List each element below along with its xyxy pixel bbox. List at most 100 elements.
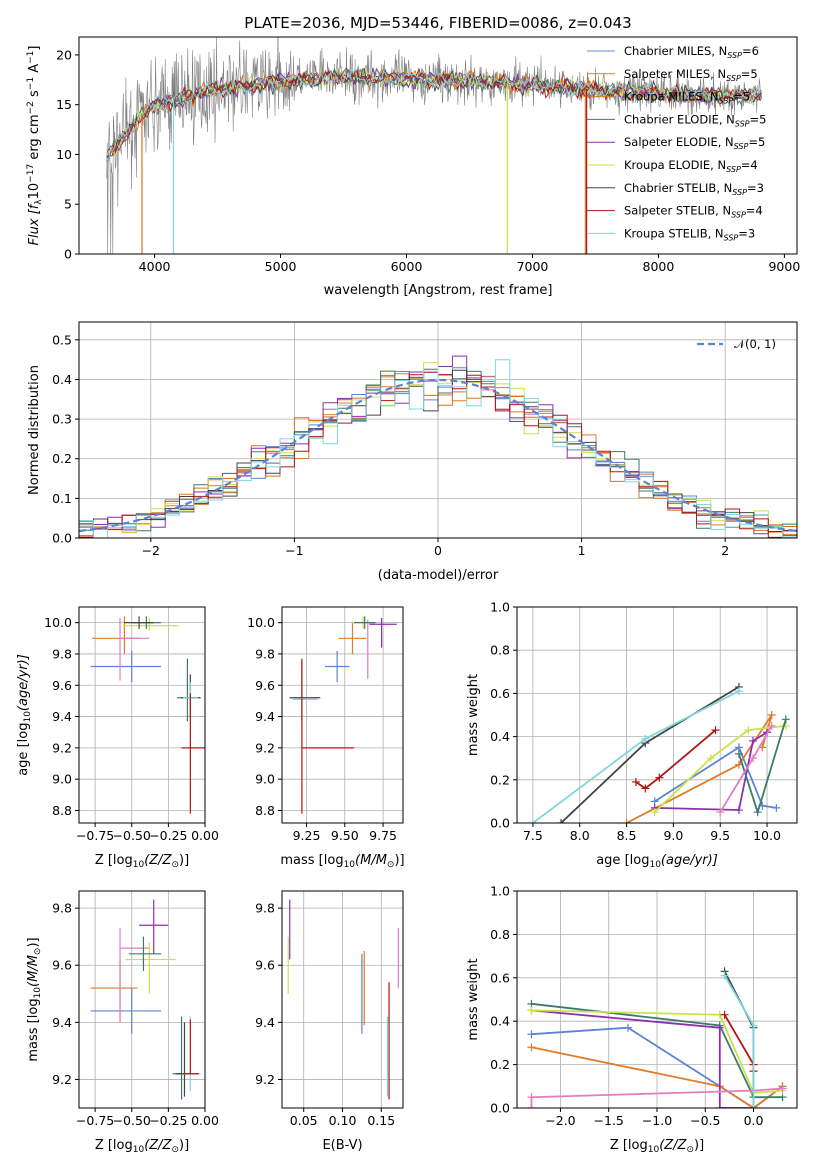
y-tick-label: 9.4: [52, 1015, 72, 1030]
x-tick-label: 7000: [517, 259, 549, 274]
x-axis-label-part: 10: [133, 860, 145, 870]
y-tick-label: 0.2: [490, 772, 510, 787]
y-axis-label-part: (age/yr)]: [16, 654, 31, 711]
mass-weight-marker: [624, 1023, 633, 1032]
errorbar-point: [119, 617, 150, 681]
residuals-histogram-panel: −2 −1 0 1 2 0.0 0.1 0.2 0.3 0.4 0.5 𝒩(0, 1) (data-mo…: [27, 321, 798, 583]
legend-count: =4: [741, 158, 758, 172]
mass-weight-marker: [734, 749, 743, 758]
legend-count: =6: [742, 44, 759, 58]
legend-subscript: SSP: [735, 119, 750, 128]
legend-count: =3: [738, 226, 755, 240]
legend-subscript: SSP: [726, 74, 741, 83]
model-spectrum: [106, 68, 762, 159]
y-axis-label-part: −1: [26, 51, 36, 64]
x-tick-label: 0.10: [329, 1113, 357, 1128]
x-axis-label-part: )]: [179, 1138, 189, 1153]
x-axis-label-part: age [log: [596, 853, 649, 868]
x-tick-label: 8000: [643, 259, 675, 274]
mass-weight-line: [719, 725, 773, 813]
mass-weight-marker: [527, 1104, 536, 1108]
legend-count: =5: [750, 112, 767, 126]
mass-weight-marker: [527, 1030, 536, 1039]
mass-weight-marker: [650, 808, 659, 817]
x-tick-label: 4000: [139, 259, 171, 274]
legend-subscript: SSP: [734, 142, 749, 151]
mass-weight-marker: [767, 721, 776, 730]
errorbar-point: [90, 988, 162, 1034]
mass-weight-marker: [528, 819, 537, 823]
y-axis-label-part: (M/M: [26, 955, 41, 987]
errorbar-point: [181, 674, 201, 719]
legend-label: Salpeter MILES, N: [624, 67, 726, 81]
axes-frame: [281, 890, 404, 1109]
legend-subscript: SSP: [731, 211, 746, 220]
x-axis-label-part: (Z/Z: [144, 1138, 172, 1153]
legend-count: =5: [741, 67, 758, 81]
y-tick-label: 9.0: [52, 772, 72, 787]
y-tick-label: 9.4: [255, 709, 275, 724]
x-tick-label: −0.75: [76, 1113, 114, 1128]
y-axis-label-part: s: [27, 90, 42, 101]
y-tick-label: 0.4: [52, 372, 72, 387]
normal-curve: [79, 378, 797, 533]
axes-frame: [78, 606, 206, 824]
x-axis-label: Z [log10(Z/Z⊙)]: [610, 1138, 704, 1155]
x-axis-label: mass [log10(M/M⊙)]: [280, 853, 404, 870]
legend-label: 𝒩(0, 1): [734, 337, 776, 351]
model-spectrum: [106, 67, 762, 156]
x-tick-label: 2: [721, 543, 729, 558]
y-axis-label-part: mass [log: [26, 998, 41, 1061]
x-axis-label-part: Z [log: [95, 1138, 133, 1153]
y-tick-label: 0.0: [490, 816, 510, 831]
y-tick-label: 9.6: [255, 678, 275, 693]
y-axis-label-part: ]: [27, 46, 42, 51]
y-tick-label: 9.4: [255, 1015, 275, 1030]
y-tick-label: 1.0: [490, 884, 510, 899]
x-tick-label: 6000: [391, 259, 423, 274]
y-axis-label: Normed distribution: [27, 365, 42, 495]
y-tick-label: 0.2: [490, 1057, 510, 1072]
legend-count: =5: [748, 135, 765, 149]
y-tick-label: 10: [56, 147, 72, 162]
x-tick-label: 0: [434, 543, 442, 558]
model-spectrum: [106, 66, 762, 163]
mass-weight-marker: [734, 806, 743, 815]
legend-label: Chabrier ELODIE, N: [624, 112, 735, 126]
y-tick-label: 9.6: [52, 958, 72, 973]
legend-entry: Salpeter MILES, NSSP=5: [624, 67, 758, 83]
x-axis-label: (data-model)/error: [378, 568, 499, 583]
y-tick-label: 9.0: [255, 772, 275, 787]
x-tick-label: 8.5: [617, 828, 637, 843]
y-axis-label-part: −2: [26, 101, 36, 114]
mass-weight-marker: [734, 687, 743, 696]
x-tick-label: −1.0: [642, 1113, 672, 1128]
mass-weight-vs-metallicity-panel: −2.0 −1.5 −1.0 −0.5 0.0 0.0 0.2 0.4 0.6 0.8 1.0 Z […: [466, 884, 798, 1155]
x-axis-label-part: (Z/Z: [144, 853, 172, 868]
mass-weight-marker: [641, 734, 650, 743]
x-tick-label: −0.25: [149, 828, 187, 843]
mass-weight-line: [531, 1002, 783, 1099]
legend-entry: Kroupa MILES, NSSP=5: [624, 90, 750, 106]
y-tick-label: 0.6: [490, 686, 510, 701]
x-tick-label: −0.75: [76, 828, 114, 843]
legend-entry: Kroupa ELODIE, NSSP=4: [624, 158, 758, 174]
x-tick-label: 9.0: [663, 828, 683, 843]
x-tick-label: 9000: [768, 259, 800, 274]
y-axis-label-part: erg cm: [27, 114, 42, 163]
y-tick-label: 9.8: [255, 646, 275, 661]
x-tick-label: −0.50: [113, 828, 151, 843]
x-axis-label-part: ⊙: [171, 860, 179, 870]
mass-weight-line: [654, 731, 768, 811]
legend-label: Salpeter STELIB, N: [624, 204, 731, 218]
legend-count: =3: [747, 181, 764, 195]
x-tick-label: 9.75: [369, 828, 397, 843]
spectrum-panel: 4000 5000 6000 7000 8000 9000 0 5 10 15 20 Chabrier…: [26, 36, 800, 298]
y-axis-label-part: mass weight: [466, 674, 481, 756]
x-axis-label-part: )]: [179, 853, 189, 868]
errorbar-point: [90, 959, 138, 1023]
y-tick-label: 9.2: [255, 1072, 275, 1087]
y-axis-label-part: 10: [23, 711, 33, 723]
y-tick-label: 0.8: [490, 927, 510, 942]
mass-weight-marker: [641, 784, 650, 793]
